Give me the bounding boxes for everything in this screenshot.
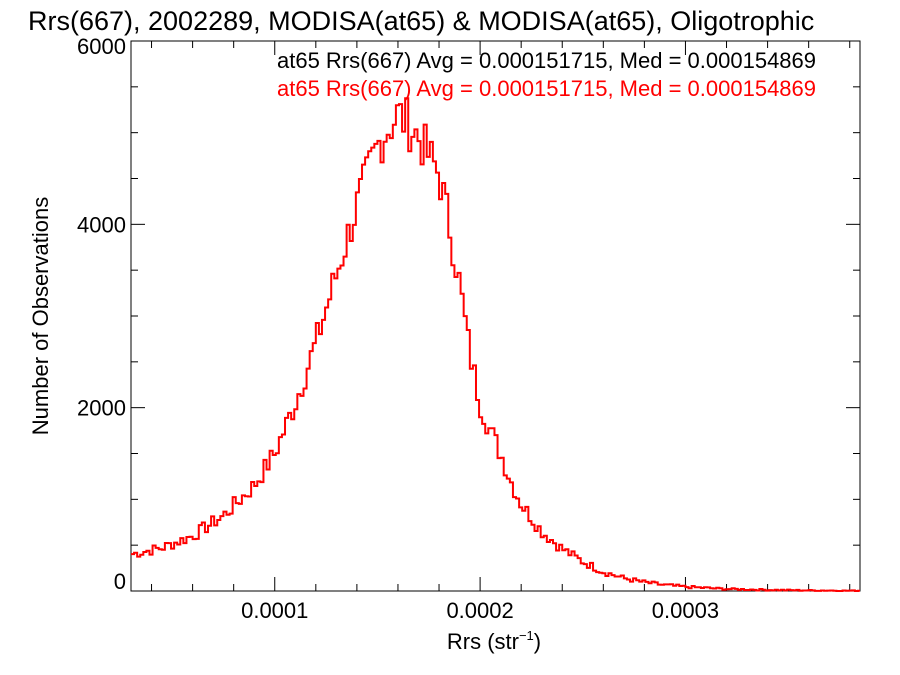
plot-area (130, 40, 861, 592)
y-tick-label-0: 0 (114, 569, 126, 594)
chart-title: Rrs(667), 2002289, MODISA(at65) & MODISA… (28, 6, 814, 36)
axis-tick-labels: 0.0001 0.0002 0.0003 0 2000 4000 6000 (77, 34, 719, 623)
x-tick-label-1: 0.0002 (446, 598, 513, 623)
x-tick-label-0: 0.0001 (241, 598, 308, 623)
axis-ticks (131, 40, 860, 592)
x-axis-label-superscript: −1 (519, 628, 534, 643)
annotation-black: at65 Rrs(667) Avg = 0.000151715, Med = 0… (277, 48, 816, 73)
x-tick-label-2: 0.0003 (652, 598, 719, 623)
y-tick-label-2: 4000 (77, 212, 126, 237)
x-axis-label: Rrs (str−1) (447, 628, 541, 654)
series-layer (131, 97, 860, 592)
x-axis-label-main: Rrs (str (447, 629, 519, 654)
y-tick-label-3: 6000 (77, 34, 126, 59)
x-axis-label-end: ) (534, 629, 541, 654)
histogram-series-line-0 (131, 97, 860, 592)
plot-border (130, 40, 861, 592)
y-tick-label-1: 2000 (77, 396, 126, 421)
y-axis-label: Number of Observations (28, 197, 53, 435)
annotation-red: at65 Rrs(667) Avg = 0.000151715, Med = 0… (277, 76, 816, 101)
